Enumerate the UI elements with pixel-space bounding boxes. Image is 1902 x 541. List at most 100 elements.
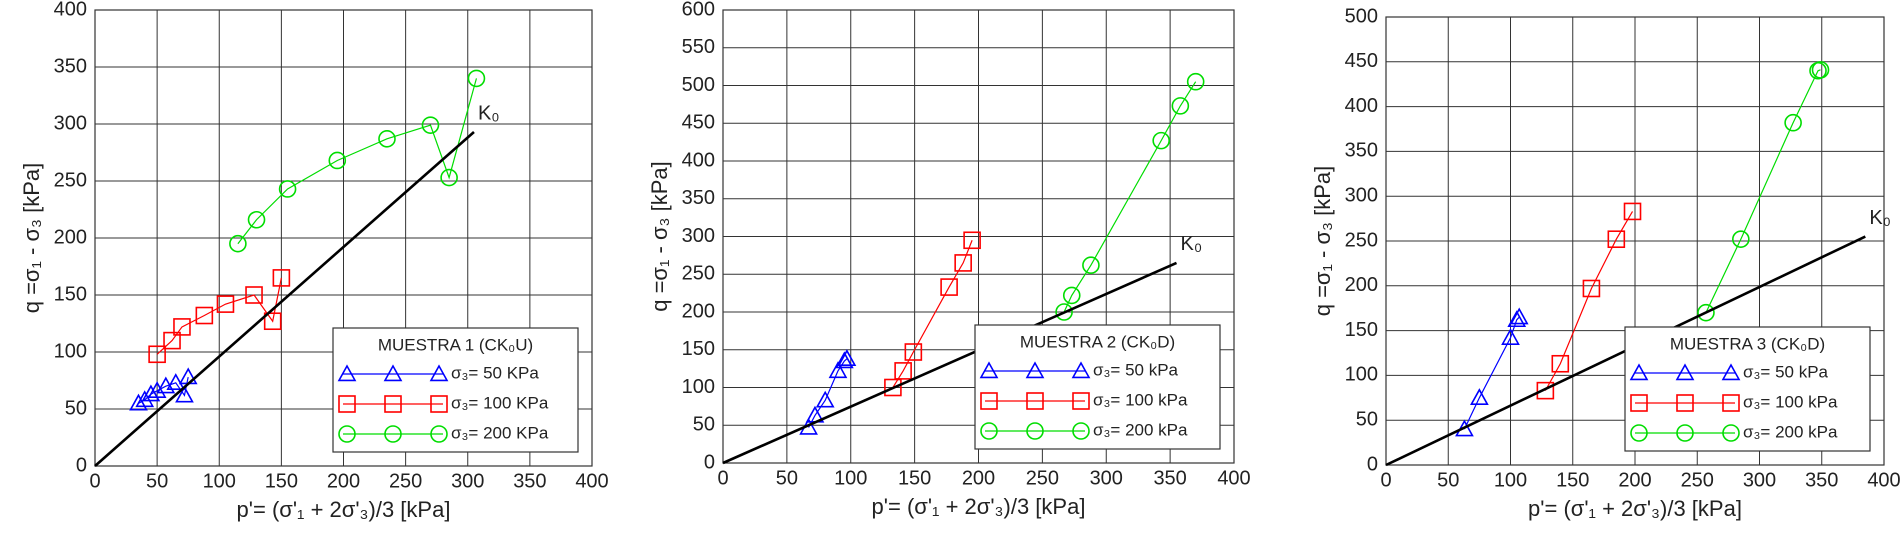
legend-marker [384, 425, 402, 443]
marker [1732, 230, 1750, 249]
marker [328, 151, 347, 170]
legend-title: MUESTRA 1 (CK₀U) [378, 335, 533, 354]
legend-box [974, 324, 1221, 450]
y-tick-label: 500 [1345, 5, 1378, 27]
marker [1623, 202, 1642, 221]
marker [378, 130, 396, 148]
marker [195, 306, 214, 325]
marker [963, 231, 981, 250]
y-tick-label: 250 [1345, 229, 1378, 251]
legend-marker [1721, 363, 1741, 381]
legend-marker [1072, 392, 1090, 410]
marker [1186, 72, 1205, 91]
marker [278, 180, 297, 198]
y-tick-label: 150 [54, 283, 87, 305]
y-tick-label: 550 [682, 36, 715, 58]
y-tick-label: 0 [1367, 453, 1378, 475]
legend-label: σ₃= 50 kPa [1743, 362, 1829, 381]
marker [272, 269, 291, 287]
marker [1501, 328, 1520, 345]
x-tick-label: 0 [717, 467, 728, 489]
marker [837, 349, 857, 367]
marker [229, 234, 247, 253]
x-tick-label: 100 [203, 470, 236, 492]
legend-label: σ₃= 100 KPa [451, 393, 549, 412]
marker [1470, 388, 1489, 406]
legend-marker [384, 395, 402, 413]
legend-label: σ₃= 50 kPa [1093, 360, 1179, 379]
x-tick-label: 350 [1153, 467, 1186, 489]
legend-marker [980, 422, 998, 440]
x-tick-label: 150 [898, 467, 931, 489]
x-axis-label: p'= (σ'₁ + 2σ'₃)/3 [kPa] [237, 497, 451, 522]
y-axis-label: q =σ₁ - σ₃ [kPa] [1310, 166, 1335, 317]
marker [1697, 303, 1715, 322]
series-line [1063, 81, 1197, 313]
line-label: K₀ [478, 102, 500, 124]
y-tick-label: 250 [54, 169, 87, 191]
plot-frame [94, 9, 593, 467]
series-line [1463, 316, 1520, 430]
marker [1784, 113, 1802, 132]
x-tick-label: 350 [1805, 469, 1838, 491]
y-tick-label: 250 [682, 263, 715, 285]
marker [216, 295, 235, 313]
series-line [138, 376, 189, 404]
y-tick-label: 200 [1345, 274, 1378, 296]
legend-marker [1025, 361, 1045, 379]
y-tick-label: 50 [1356, 408, 1378, 430]
marker [263, 312, 282, 331]
marker [815, 390, 835, 408]
marker [1055, 303, 1073, 321]
plot-frame [1385, 16, 1885, 466]
legend-marker [430, 395, 448, 413]
marker [1509, 307, 1529, 325]
marker [1607, 230, 1626, 249]
y-tick-label: 450 [1345, 50, 1378, 72]
y-axis-label: q =σ₁ - σ₃ [kPa] [19, 163, 44, 314]
y-tick-label: 500 [682, 74, 715, 96]
legend-marker [383, 364, 403, 382]
x-tick-label: 50 [1437, 469, 1459, 491]
line-label: K₀ [1869, 207, 1891, 229]
series-line [892, 240, 973, 388]
x-tick-label: 400 [1867, 469, 1900, 491]
legend-marker [1630, 394, 1648, 412]
y-tick-label: 450 [682, 112, 715, 134]
legend-marker [1072, 422, 1090, 440]
legend-marker [338, 395, 356, 413]
legend-marker [1675, 363, 1695, 381]
y-tick-label: 200 [54, 226, 87, 248]
marker [940, 278, 958, 296]
legend-label: σ₃= 50 KPa [451, 363, 539, 382]
legend-title: MUESTRA 2 (CK₀D) [1020, 332, 1175, 351]
marker [148, 345, 166, 364]
marker [245, 286, 263, 304]
y-tick-label: 200 [682, 300, 715, 322]
marker [904, 343, 923, 361]
series-line [1544, 211, 1634, 391]
marker [135, 390, 155, 408]
legend-marker [429, 364, 449, 382]
series-line [156, 277, 282, 355]
y-tick-label: 300 [682, 225, 715, 247]
x-tick-label: 350 [513, 470, 546, 492]
x-tick-label: 150 [1556, 469, 1589, 491]
series-line [808, 358, 848, 428]
x-tick-label: 200 [327, 470, 360, 492]
legend-marker [337, 364, 357, 382]
x-tick-label: 50 [776, 467, 798, 489]
marker [954, 254, 972, 272]
y-tick-label: 350 [54, 55, 87, 77]
x-tick-label: 100 [1494, 469, 1527, 491]
x-tick-label: 400 [1217, 467, 1250, 489]
y-tick-label: 50 [65, 397, 87, 419]
x-tick-label: 150 [265, 470, 298, 492]
marker [467, 69, 486, 88]
x-tick-label: 300 [1090, 467, 1123, 489]
line-label: K₀ [1181, 233, 1203, 255]
marker [828, 361, 848, 379]
y-tick-label: 400 [54, 0, 87, 20]
y-tick-label: 100 [682, 376, 715, 398]
